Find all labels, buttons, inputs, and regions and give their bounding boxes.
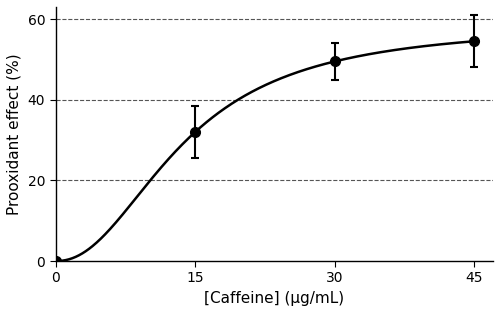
Y-axis label: Prooxidant effect (%): Prooxidant effect (%) — [7, 53, 22, 215]
X-axis label: [Caffeine] (μg/mL): [Caffeine] (μg/mL) — [204, 291, 344, 306]
